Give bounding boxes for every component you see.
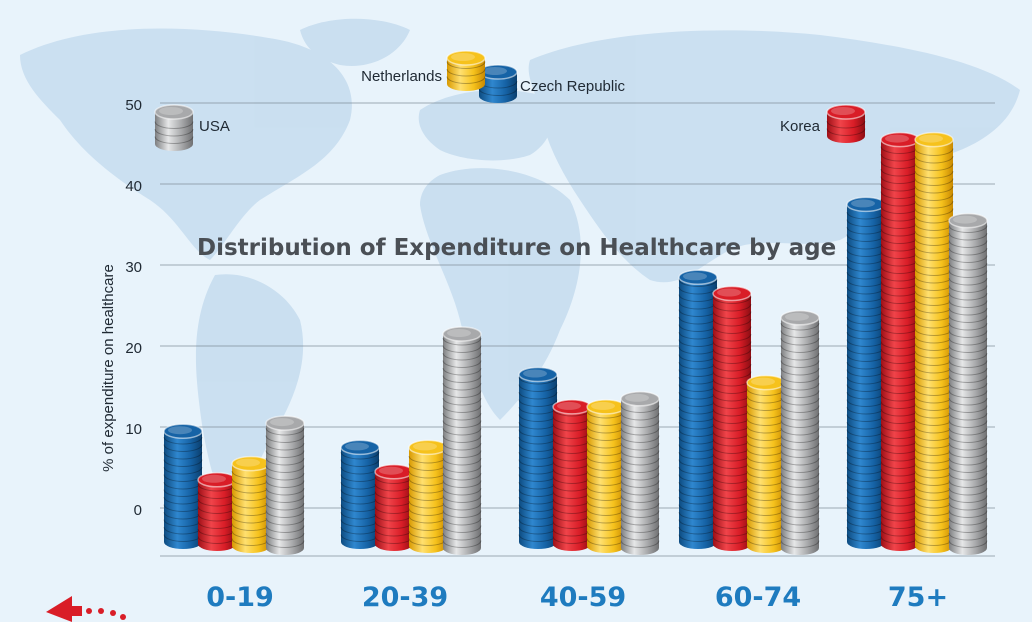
bar-czech-republic-20-39 <box>340 439 380 549</box>
bar-usa-20-39 <box>442 326 482 555</box>
legend-swatch <box>154 104 194 151</box>
legend-swatch <box>826 104 866 143</box>
x-tick-label: 40-59 <box>540 582 626 613</box>
bar-usa-75+ <box>948 212 988 555</box>
legend: Czech Republic Korea Netherlands USA <box>154 50 866 151</box>
x-axis-categories: 0-19 20-39 40-59 60-74 75+ <box>206 582 948 613</box>
legend-item: USA <box>154 104 230 151</box>
y-tick-label: 50 <box>125 97 142 114</box>
back-arrow-icon[interactable] <box>46 596 126 622</box>
x-tick-label: 0-19 <box>206 582 274 613</box>
bar-czech-republic-60-74 <box>678 269 718 549</box>
x-tick-label: 20-39 <box>362 582 448 613</box>
legend-swatch <box>446 50 486 91</box>
y-tick-label: 0 <box>134 502 142 519</box>
bar-czech-republic-75+ <box>846 196 886 549</box>
world-map <box>20 18 1020 520</box>
y-axis-label: % of expenditure on healthcare <box>100 264 117 472</box>
y-tick-label: 10 <box>125 421 142 438</box>
bar-korea-0-19 <box>197 472 237 551</box>
bar-korea-40-59 <box>552 399 592 551</box>
bar-usa-0-19 <box>265 415 305 555</box>
legend-swatch <box>478 64 518 103</box>
bar-czech-republic-0-19 <box>163 423 203 549</box>
bar-korea-60-74 <box>712 285 752 551</box>
bar-netherlands-75+ <box>914 131 954 553</box>
bar-netherlands-40-59 <box>586 399 626 553</box>
bars <box>163 131 988 555</box>
bar-usa-40-59 <box>620 391 660 555</box>
legend-item: Czech Republic <box>478 64 626 103</box>
bar-netherlands-60-74 <box>746 374 786 553</box>
bar-korea-20-39 <box>374 463 414 551</box>
legend-label: Korea <box>780 118 821 135</box>
bar-netherlands-0-19 <box>231 455 271 553</box>
bar-czech-republic-40-59 <box>518 366 558 549</box>
bar-netherlands-20-39 <box>408 439 448 553</box>
x-tick-label: 60-74 <box>715 582 801 613</box>
legend-label: Czech Republic <box>520 78 626 95</box>
y-tick-label: 20 <box>125 340 142 357</box>
y-tick-label: 30 <box>125 259 142 276</box>
x-tick-label: 75+ <box>888 582 948 613</box>
legend-label: Netherlands <box>361 68 442 85</box>
bar-korea-75+ <box>880 131 920 551</box>
y-tick-label: 40 <box>125 178 142 195</box>
y-axis: 0 10 20 30 40 50 <box>125 97 142 519</box>
chart-title: Distribution of Expenditure on Healthcar… <box>197 235 836 261</box>
legend-label: USA <box>199 118 230 135</box>
legend-item: Netherlands <box>361 50 486 91</box>
bar-usa-60-74 <box>780 310 820 555</box>
legend-item: Korea <box>780 104 866 143</box>
